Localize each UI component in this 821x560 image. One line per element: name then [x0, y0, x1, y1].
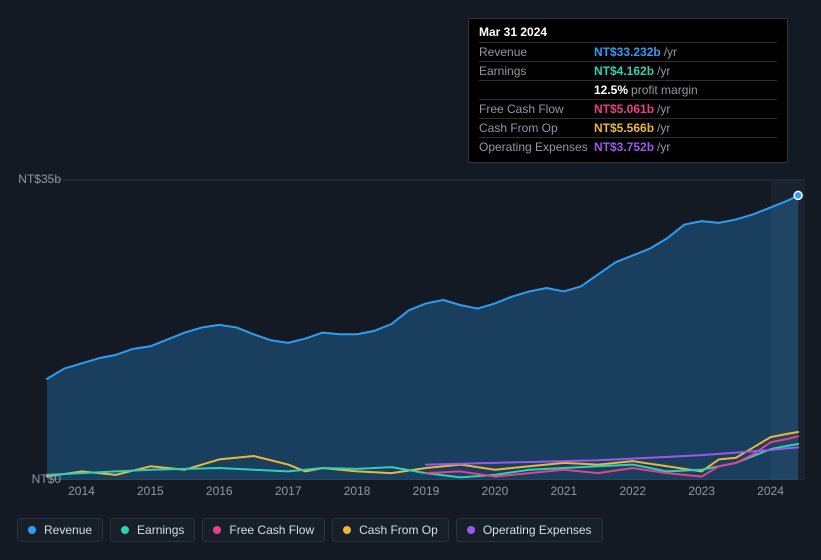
legend-dot-icon: [121, 526, 129, 534]
tooltip-suffix: /yr: [657, 64, 670, 78]
x-axis-label: 2017: [275, 484, 302, 498]
legend-dot-icon: [28, 526, 36, 534]
tooltip-value: NT$33.232b: [594, 45, 661, 59]
legend-item[interactable]: Cash From Op: [332, 518, 449, 542]
tooltip-suffix: /yr: [664, 45, 677, 59]
chart-svg: [17, 160, 805, 480]
x-axis-label: 2016: [206, 484, 233, 498]
legend-label: Revenue: [44, 523, 92, 537]
legend-label: Earnings: [137, 523, 184, 537]
tooltip-row: RevenueNT$33.232b/yr: [479, 42, 777, 61]
tooltip-row: Free Cash FlowNT$5.061b/yr: [479, 99, 777, 118]
tooltip-value: NT$4.162b: [594, 64, 654, 78]
tooltip-value: NT$5.566b: [594, 121, 654, 135]
x-axis-label: 2021: [550, 484, 577, 498]
chart-area[interactable]: [17, 160, 805, 500]
legend-item[interactable]: Revenue: [17, 518, 103, 542]
tooltip-label: [479, 83, 594, 97]
data-tooltip: Mar 31 2024 RevenueNT$33.232b/yrEarnings…: [468, 18, 788, 163]
legend-dot-icon: [467, 526, 475, 534]
tooltip-row: Operating ExpensesNT$3.752b/yr: [479, 137, 777, 156]
tooltip-suffix: profit margin: [631, 83, 698, 97]
x-axis: 2014 2015 2016 2017 2018 2019 2020 2021 2022 2023…: [17, 484, 805, 500]
legend-label: Cash From Op: [359, 523, 438, 537]
tooltip-date: Mar 31 2024: [479, 25, 777, 42]
tooltip-value: NT$3.752b: [594, 140, 654, 154]
tooltip-row: EarningsNT$4.162b/yr: [479, 61, 777, 80]
legend: Revenue Earnings Free Cash Flow Cash From O…: [17, 518, 603, 542]
y-axis-label: NT$0: [32, 472, 61, 486]
legend-label: Free Cash Flow: [229, 523, 314, 537]
tooltip-label: Cash From Op: [479, 121, 594, 135]
legend-dot-icon: [343, 526, 351, 534]
legend-dot-icon: [213, 526, 221, 534]
x-axis-label: 2024: [757, 484, 784, 498]
tooltip-row: Cash From OpNT$5.566b/yr: [479, 118, 777, 137]
tooltip-label: Earnings: [479, 64, 594, 78]
tooltip-value: 12.5%: [594, 83, 628, 97]
x-axis-label: 2023: [688, 484, 715, 498]
x-axis-label: 2020: [482, 484, 509, 498]
tooltip-label: Free Cash Flow: [479, 102, 594, 116]
legend-item[interactable]: Earnings: [110, 518, 195, 542]
tooltip-suffix: /yr: [657, 102, 670, 116]
x-axis-label: 2014: [68, 484, 95, 498]
tooltip-suffix: /yr: [657, 121, 670, 135]
y-axis-label: NT$35b: [18, 172, 61, 186]
legend-item[interactable]: Operating Expenses: [456, 518, 603, 542]
tooltip-row: 12.5%profit margin: [479, 80, 777, 99]
legend-label: Operating Expenses: [483, 523, 592, 537]
x-axis-label: 2015: [137, 484, 164, 498]
legend-item[interactable]: Free Cash Flow: [202, 518, 325, 542]
tooltip-value: NT$5.061b: [594, 102, 654, 116]
tooltip-label: Operating Expenses: [479, 140, 594, 154]
tooltip-label: Revenue: [479, 45, 594, 59]
tooltip-suffix: /yr: [657, 140, 670, 154]
x-axis-label: 2018: [344, 484, 371, 498]
x-axis-label: 2022: [619, 484, 646, 498]
x-axis-label: 2019: [413, 484, 440, 498]
